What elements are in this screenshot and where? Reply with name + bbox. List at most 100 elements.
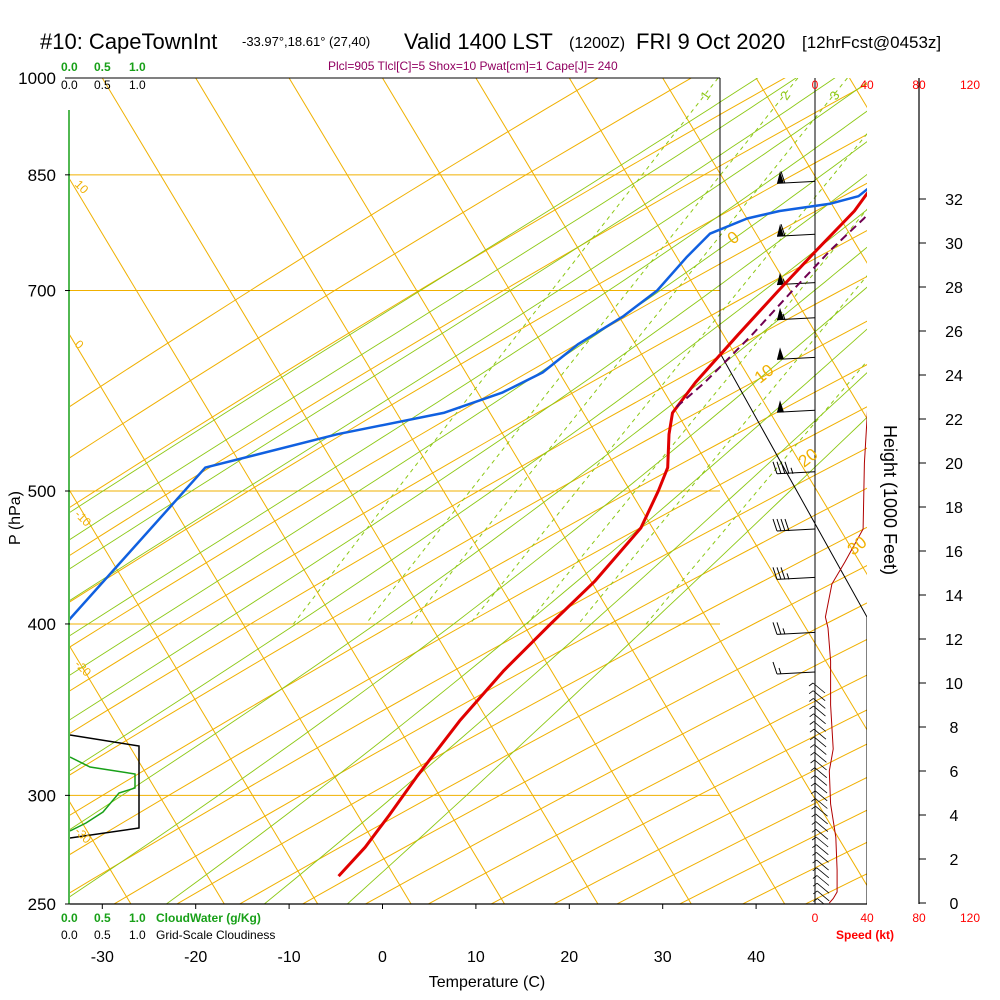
moist-adiabat-line xyxy=(70,82,867,601)
height-tick-label: 8 xyxy=(950,720,959,737)
isotherm-line xyxy=(195,78,692,904)
barb-half-flag xyxy=(782,313,786,320)
series-temperature xyxy=(337,191,867,878)
cw-black-bottom-0: 0.0 xyxy=(61,928,78,942)
barb-pennant xyxy=(777,224,784,237)
dry-adiabat-line xyxy=(301,602,867,904)
height-tick-label: 10 xyxy=(945,676,963,693)
mixing-ratio-line xyxy=(578,275,867,625)
pressure-tick-label: 300 xyxy=(28,786,56,805)
barb-flag xyxy=(780,461,786,474)
dry-adiabat-line xyxy=(70,78,599,407)
low-level-barb xyxy=(816,875,830,886)
moist-adiabat-line xyxy=(70,246,867,830)
low-level-barb-flag xyxy=(810,759,815,764)
x-tick-label: 30 xyxy=(654,949,672,966)
x-tick-label: 20 xyxy=(560,949,578,966)
moist-adiabat-line xyxy=(70,286,867,898)
barb-staff xyxy=(776,528,816,532)
cw-black-1: 0.5 xyxy=(94,78,111,92)
barb-flag xyxy=(776,622,782,635)
dry-adiabat-line xyxy=(70,78,786,508)
barb-staff xyxy=(776,631,816,635)
chart-header: #10: CapeTownInt -33.97°,18.61° (27,40) … xyxy=(40,29,941,73)
low-level-barb-flag xyxy=(809,698,814,702)
low-level-barb-flag xyxy=(809,705,814,710)
low-level-barb xyxy=(815,805,828,817)
barb-half-flag xyxy=(782,628,786,635)
height-tick-label: 4 xyxy=(950,808,959,825)
wind-barb xyxy=(776,400,816,413)
mixing-ratio-line xyxy=(292,78,719,625)
dry-adiabat-line xyxy=(364,638,867,904)
height-tick-label: 2 xyxy=(950,852,959,869)
dry-adiabat-line xyxy=(615,776,867,904)
dry-adiabat-line xyxy=(70,83,867,556)
isotherm-line xyxy=(70,490,319,904)
barb-pennant xyxy=(777,307,784,320)
low-level-barb xyxy=(815,828,829,840)
pressure-tick-label: 700 xyxy=(28,282,56,301)
dry-adiabat-line xyxy=(552,743,867,904)
pressure-tick-label: 850 xyxy=(28,166,56,185)
dry-adiabat-line xyxy=(70,406,867,855)
low-level-barb xyxy=(813,728,827,740)
wind-barb xyxy=(776,307,816,321)
moist-adiabat-line xyxy=(70,78,797,540)
mixing-ratio-label: 3 xyxy=(826,88,842,103)
mixing-ratio-line xyxy=(365,78,799,625)
height-tick-label: 28 xyxy=(945,280,963,297)
height-tick-label: 24 xyxy=(945,368,963,385)
cw-green-bottom-0: 0.0 xyxy=(61,911,78,925)
low-level-barb-flag xyxy=(812,844,817,849)
barb-staff xyxy=(776,471,816,475)
mixing-ratio-label: 5 xyxy=(892,88,908,103)
cw-black-0: 0.0 xyxy=(61,78,78,92)
mixing-ratio-line xyxy=(526,208,867,625)
x-tick-label: 10 xyxy=(467,949,485,966)
chart-labels: 0.0 0.5 1.0 0.0 0.5 1.0 0.0 0.5 1.0 Clou… xyxy=(7,60,980,991)
dry-adiabat-line xyxy=(741,841,867,904)
barb-pennant xyxy=(777,347,784,360)
pressure-tick-label: 400 xyxy=(28,615,56,634)
low-level-barb-flag xyxy=(811,798,816,802)
low-level-barb xyxy=(813,698,826,709)
dry-adiabat-label: -20 xyxy=(72,657,94,679)
low-level-barb xyxy=(814,775,828,786)
x-tick-label: 40 xyxy=(747,949,765,966)
isotherm-line xyxy=(382,78,867,887)
isotherm-line xyxy=(101,78,599,904)
wind-barb xyxy=(776,347,816,360)
low-level-barb xyxy=(812,690,826,702)
mixing-ratio-lines xyxy=(292,78,867,625)
barb-flag xyxy=(780,518,786,532)
y-axis-title: P (hPa) xyxy=(7,491,24,545)
isotherm-line xyxy=(70,645,225,904)
height-tick-label: 0 xyxy=(950,896,959,913)
dry-adiabat-line xyxy=(70,447,867,894)
x-tick-label: 0 xyxy=(378,949,387,966)
wind-barb xyxy=(772,461,816,475)
barb-pennant xyxy=(777,272,784,285)
low-level-barb xyxy=(814,790,828,802)
dry-adiabat-line xyxy=(175,526,867,904)
dry-adiabat-line xyxy=(113,487,867,904)
dry-adiabat-line xyxy=(70,275,867,734)
low-level-barb-flag xyxy=(809,713,814,718)
wind-barb xyxy=(772,567,816,580)
barb-flag xyxy=(772,661,778,675)
barb-flag xyxy=(772,518,778,532)
barb-half-flag xyxy=(778,667,782,675)
isotherm-label: 20 xyxy=(795,445,822,472)
low-level-barb-flag xyxy=(812,852,817,856)
height-tick-label: 16 xyxy=(945,544,963,561)
barb-flag xyxy=(772,461,778,474)
dry-adiabat-line xyxy=(427,674,867,904)
dry-adiabat-line xyxy=(70,229,867,692)
station-coords: -33.97°,18.61° (27,40) xyxy=(242,34,370,49)
low-level-barb-flag xyxy=(809,728,815,733)
dry-adiabat-label: 0 xyxy=(72,337,87,352)
height-tick-label: 22 xyxy=(945,412,963,429)
isotherms xyxy=(70,78,867,904)
moist-adiabat-line xyxy=(70,110,867,637)
